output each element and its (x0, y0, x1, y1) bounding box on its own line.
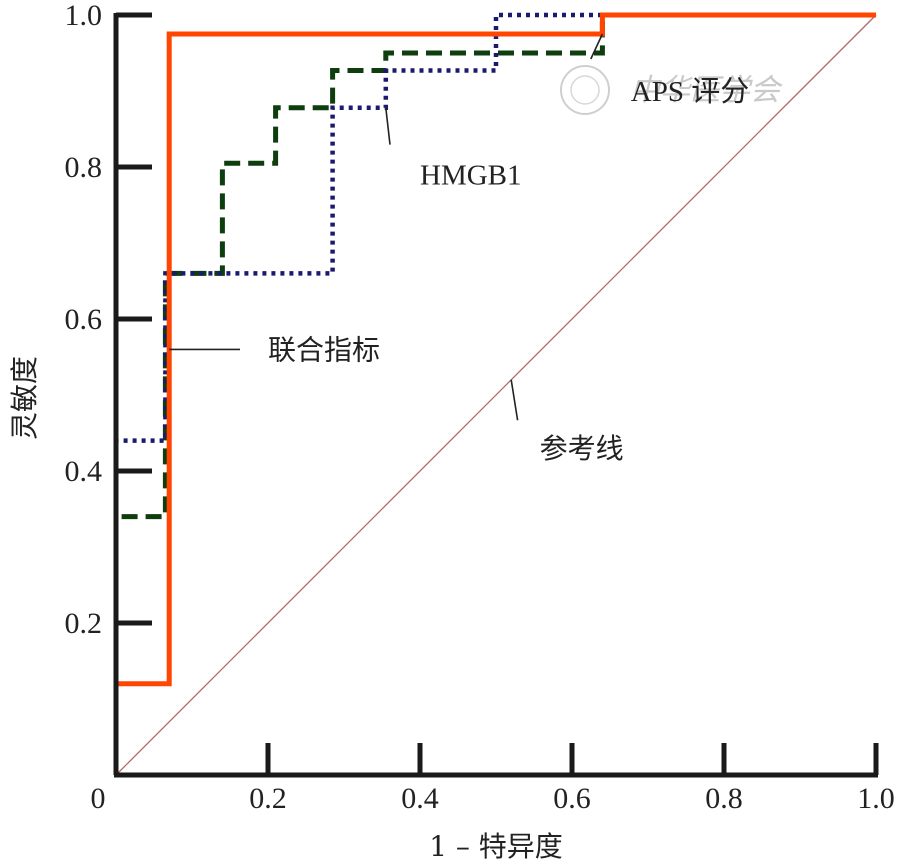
x-axis-title: 1 – 特异度 (429, 830, 563, 863)
y-tick-label-4: 0.8 (65, 151, 103, 184)
series-line-4 (115, 14, 877, 776)
x-tick-label-6: 1.0 (857, 782, 895, 815)
series-layer (113, 12, 877, 776)
y-tick-label-2: 0.4 (65, 455, 103, 488)
watermark-logo: 中华医学会 (560, 65, 783, 115)
y-axis-title: 灵敏度 (8, 356, 41, 440)
x-tick-label-2: 0.2 (249, 782, 287, 815)
x-tick-label-3: 0.4 (401, 782, 439, 815)
y-tick-label-3: 0.6 (65, 303, 103, 336)
x-tick-label-4: 0.6 (553, 782, 591, 815)
annotation-label-4: 参考线 (540, 432, 624, 465)
axis-layer: 0.2 0.4 0.6 0.8 1.0 0 0.2 0.4 0.6 0.8 1.0 (65, 0, 895, 815)
watermark-seal (560, 65, 610, 115)
series-line-2 (113, 12, 876, 775)
annotation-label-3: APS 评分 (631, 76, 749, 108)
x-tick-label-5: 0.8 (705, 782, 743, 815)
y-tick-label-5: 1.0 (65, 0, 103, 32)
annotation-leader-4 (510, 379, 519, 421)
annotation-label-1: 联合指标 (268, 333, 380, 366)
watermark-seal-inner (570, 75, 600, 105)
annotation-leader-3 (590, 33, 604, 60)
y-tick-label-1: 0.2 (65, 607, 103, 640)
x-tick-label-1: 0 (91, 782, 106, 815)
annotation-label-2: HMGB1 (420, 160, 522, 192)
watermark-text: 中华医学会 (630, 73, 783, 108)
annotation-leader-2 (385, 107, 391, 145)
